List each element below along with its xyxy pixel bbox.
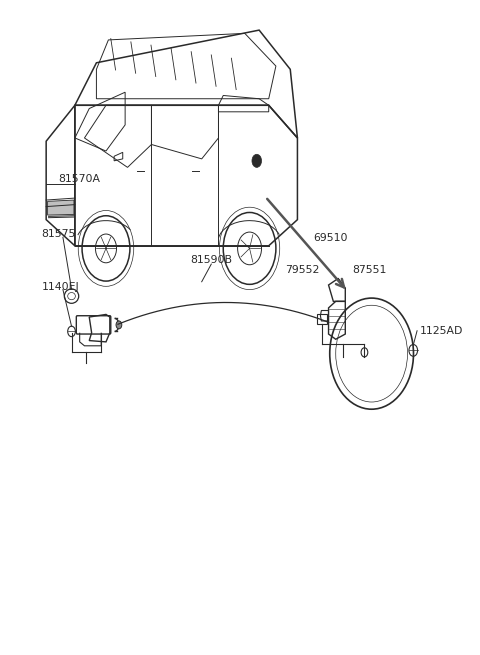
Circle shape [116, 321, 122, 329]
Text: 1125AD: 1125AD [420, 326, 463, 336]
Circle shape [252, 155, 262, 168]
Text: 69510: 69510 [314, 233, 348, 243]
Text: 1140EJ: 1140EJ [41, 282, 79, 291]
Text: 81575: 81575 [41, 229, 76, 239]
Text: 87551: 87551 [352, 265, 386, 275]
Text: 81590B: 81590B [190, 255, 232, 265]
Text: 79552: 79552 [285, 265, 319, 275]
Polygon shape [48, 200, 74, 215]
Text: 81570A: 81570A [59, 174, 101, 184]
